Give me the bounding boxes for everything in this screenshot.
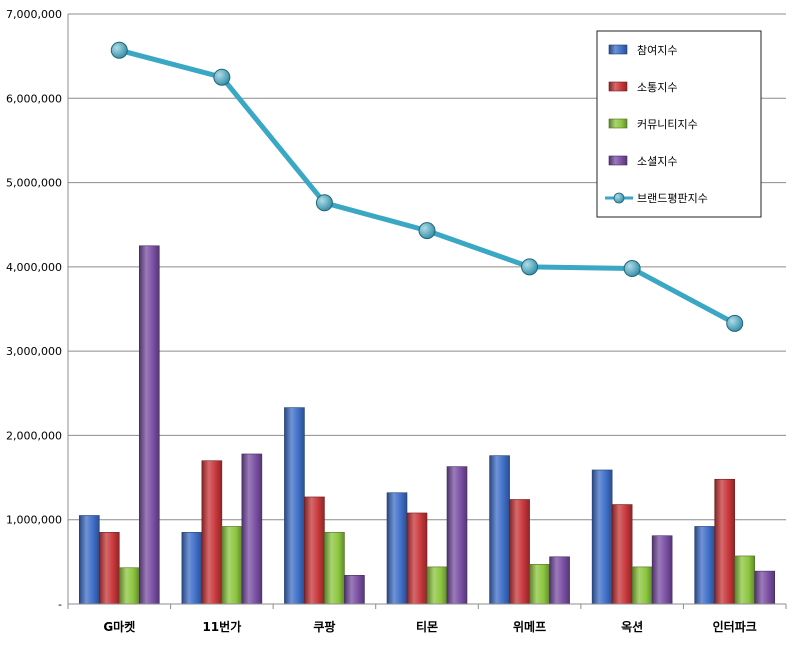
legend-label: 소통지수 (637, 81, 677, 94)
bar (221, 526, 243, 605)
bar (591, 469, 613, 605)
line-marker (110, 41, 128, 59)
y-tick-label: 6,000,000 (6, 92, 62, 105)
bar (714, 478, 736, 605)
y-tick-label: - (58, 598, 62, 611)
bar (138, 245, 160, 605)
bar (426, 566, 448, 605)
bars (78, 245, 776, 605)
x-tick-label: 11번가 (202, 619, 241, 634)
x-tick-label: 위메프 (513, 619, 546, 634)
legend-swatch (608, 44, 628, 55)
bar (406, 512, 428, 605)
line-marker (521, 258, 539, 276)
line-marker (213, 68, 231, 86)
x-tick-label: 옥션 (621, 619, 643, 634)
legend-label: 소셜지수 (637, 155, 677, 168)
bar (284, 407, 305, 605)
bar (754, 570, 776, 605)
legend-swatch (608, 81, 628, 92)
y-tick-label: 5,000,000 (6, 177, 62, 190)
y-tick-label: 1,000,000 (6, 514, 62, 527)
axes (67, 14, 787, 609)
x-tick-label: 인터파크 (713, 619, 757, 634)
x-tick-label: 티몬 (416, 619, 438, 634)
y-tick-label: 2,000,000 (6, 429, 62, 442)
bar (489, 455, 510, 605)
bar (98, 532, 120, 605)
bar (611, 504, 633, 605)
bar (241, 453, 263, 605)
bar (734, 555, 756, 605)
line-marker (623, 260, 641, 278)
bar (386, 492, 408, 605)
legend-marker (613, 192, 625, 204)
bar (344, 575, 365, 605)
bar (201, 460, 223, 605)
bar (446, 466, 468, 605)
line-marker (726, 314, 744, 332)
x-axis-ticks: G마켓 11번가 쿠팡 티몬 위메프 옥션 인터파크 (103, 619, 756, 634)
y-tick-label: 7,000,000 (6, 8, 62, 21)
bar (529, 564, 550, 605)
legend-label: 브랜드평판지수 (637, 192, 708, 205)
bar (304, 496, 325, 605)
line-series (110, 41, 744, 332)
bar (78, 515, 100, 605)
x-tick-label: 쿠팡 (313, 619, 335, 634)
bar (324, 532, 345, 605)
bar (181, 532, 203, 605)
bar (509, 499, 530, 605)
bar (694, 526, 716, 605)
line-marker (418, 222, 436, 240)
y-tick-label: 4,000,000 (6, 261, 62, 274)
legend-label: 참여지수 (637, 44, 677, 57)
bar (118, 567, 140, 605)
y-axis-ticks: - 1,000,000 2,000,000 3,000,000 4,000,000 5,0… (6, 8, 62, 611)
x-tick-label: G마켓 (103, 619, 135, 634)
bar (549, 556, 570, 605)
y-tick-label: 3,000,000 (6, 345, 62, 358)
gridlines (68, 13, 786, 521)
line-marker (315, 194, 333, 212)
legend-swatch (608, 118, 628, 129)
legend-label: 커뮤니티지수 (637, 118, 698, 131)
bar (631, 566, 653, 605)
bar (651, 535, 673, 605)
legend-swatch (608, 155, 628, 166)
